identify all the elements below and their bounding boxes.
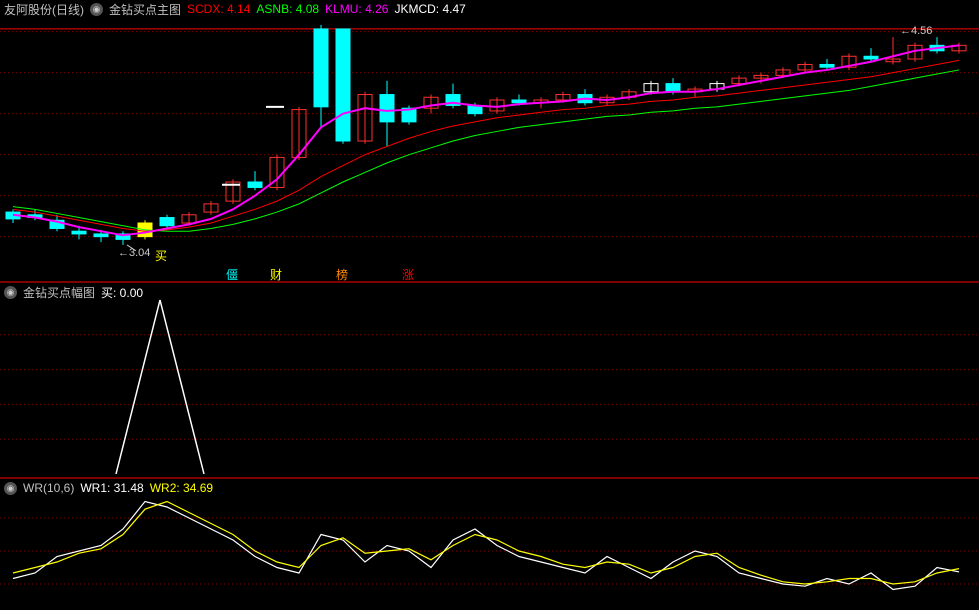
wr2-label: WR2: 34.69 bbox=[150, 481, 213, 495]
char-marker: 僵 bbox=[226, 266, 238, 283]
sub2-title: WR(10,6) bbox=[23, 481, 74, 495]
indicator-item: JKMCD: 4.47 bbox=[394, 2, 465, 16]
expand-icon[interactable]: ◉ bbox=[90, 3, 103, 16]
low-price-label: ←3.04 bbox=[118, 247, 150, 259]
indicator-title: 金钻买点主图 bbox=[109, 1, 181, 18]
sub1-buy: 买: 0.00 bbox=[101, 284, 143, 301]
sub1-chart-panel bbox=[0, 282, 979, 478]
indicator-item: SCDX: 4.14 bbox=[187, 2, 250, 16]
stock-title: 友阿股份(日线) bbox=[4, 1, 84, 18]
char-marker: 财 bbox=[270, 266, 282, 283]
high-price-label: ←4.56 bbox=[900, 25, 932, 37]
expand-icon[interactable]: ◉ bbox=[4, 482, 17, 495]
sub1-title: 金钻买点幅图 bbox=[23, 284, 95, 301]
main-header: 友阿股份(日线) ◉ 金钻买点主图 SCDX: 4.14 ASNB: 4.08 KLMU:… bbox=[4, 1, 466, 17]
wr1-label: WR1: 31.48 bbox=[80, 481, 143, 495]
sub2-header: ◉ WR(10,6) WR1: 31.48 WR2: 34.69 bbox=[4, 480, 213, 496]
char-marker: 榜 bbox=[336, 266, 348, 283]
buy-marker: 买 bbox=[155, 247, 167, 264]
indicator-item: ASNB: 4.08 bbox=[256, 2, 319, 16]
expand-icon[interactable]: ◉ bbox=[4, 286, 17, 299]
main-chart-panel: ←3.04 ←4.56 买僵 财 榜 涨 友阿股份(日线) ◉ 金钻买点主图 SCDX: 4.14… bbox=[0, 0, 979, 282]
indicator-item: KLMU: 4.26 bbox=[325, 2, 388, 16]
sub1-header: ◉ 金钻买点幅图 买: 0.00 bbox=[4, 284, 143, 300]
sub2-chart-panel bbox=[0, 478, 979, 610]
char-marker: 涨 bbox=[402, 266, 414, 283]
